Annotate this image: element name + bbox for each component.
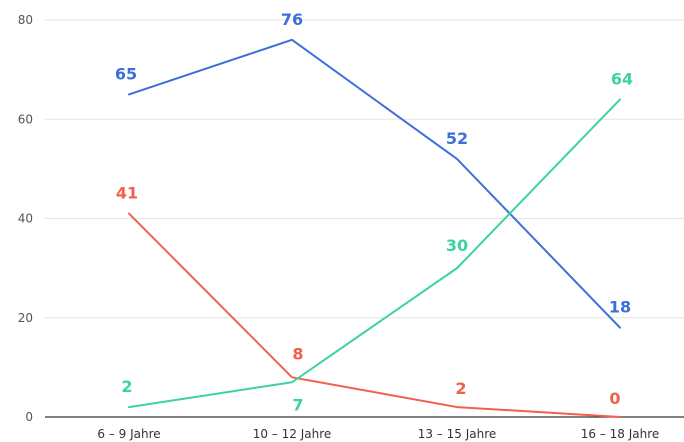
data-label: 30 bbox=[446, 236, 468, 255]
x-tick-label: 16 – 18 Jahre bbox=[581, 427, 660, 441]
x-tick-label: 13 – 15 Jahre bbox=[418, 427, 497, 441]
data-label: 2 bbox=[121, 377, 132, 396]
data-labels: 65 76 52 18 41 8 2 0 2 7 30 64 bbox=[115, 10, 633, 414]
data-label: 76 bbox=[281, 10, 303, 29]
y-tick-label: 40 bbox=[18, 212, 33, 226]
data-label: 65 bbox=[115, 64, 137, 83]
y-tick-label: 60 bbox=[18, 112, 33, 126]
y-tick-label: 80 bbox=[18, 13, 33, 27]
series bbox=[128, 38, 621, 418]
data-label: 18 bbox=[609, 298, 631, 317]
x-tick-label: 10 – 12 Jahre bbox=[253, 427, 332, 441]
x-tick-label: 6 – 9 Jahre bbox=[97, 427, 160, 441]
data-label: 64 bbox=[611, 69, 633, 88]
grid bbox=[45, 19, 684, 319]
data-label: 0 bbox=[609, 389, 620, 408]
y-tick-label: 0 bbox=[25, 410, 33, 424]
data-label: 52 bbox=[446, 129, 468, 148]
data-label: 8 bbox=[292, 344, 303, 363]
y-tick-label: 20 bbox=[18, 311, 33, 325]
data-label: 7 bbox=[292, 395, 303, 414]
series-line bbox=[128, 212, 621, 418]
series-line bbox=[128, 98, 621, 409]
data-label: 2 bbox=[455, 379, 466, 398]
series-line bbox=[128, 38, 621, 329]
data-label: 41 bbox=[116, 184, 138, 203]
